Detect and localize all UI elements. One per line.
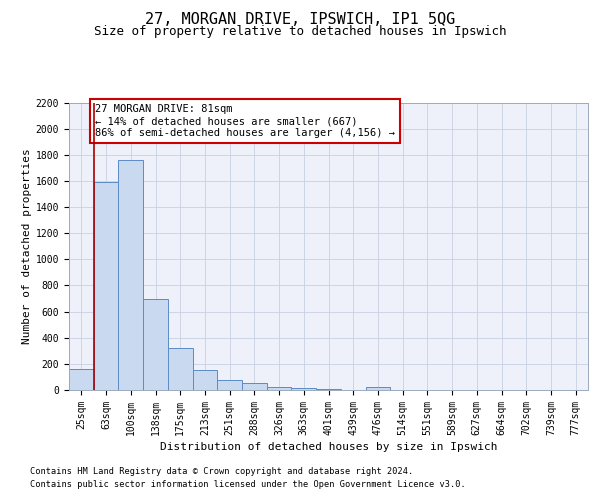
Text: Size of property relative to detached houses in Ipswich: Size of property relative to detached ho… [94, 25, 506, 38]
Bar [242, 384, 267, 390]
Bar [168, 348, 193, 390]
Bar [118, 160, 143, 390]
Text: Contains HM Land Registry data © Crown copyright and database right 2024.: Contains HM Land Registry data © Crown c… [30, 468, 413, 476]
Bar [193, 370, 217, 390]
Y-axis label: Number of detached properties: Number of detached properties [22, 148, 32, 344]
Bar [292, 388, 316, 390]
Bar [267, 386, 292, 390]
Text: Contains public sector information licensed under the Open Government Licence v3: Contains public sector information licen… [30, 480, 466, 489]
Text: 27 MORGAN DRIVE: 81sqm
← 14% of detached houses are smaller (667)
86% of semi-de: 27 MORGAN DRIVE: 81sqm ← 14% of detached… [95, 104, 395, 138]
Bar [217, 380, 242, 390]
Bar [365, 388, 390, 390]
Bar [143, 298, 168, 390]
Bar [69, 369, 94, 390]
X-axis label: Distribution of detached houses by size in Ipswich: Distribution of detached houses by size … [160, 442, 497, 452]
Text: 27, MORGAN DRIVE, IPSWICH, IP1 5QG: 27, MORGAN DRIVE, IPSWICH, IP1 5QG [145, 12, 455, 28]
Bar [94, 182, 118, 390]
